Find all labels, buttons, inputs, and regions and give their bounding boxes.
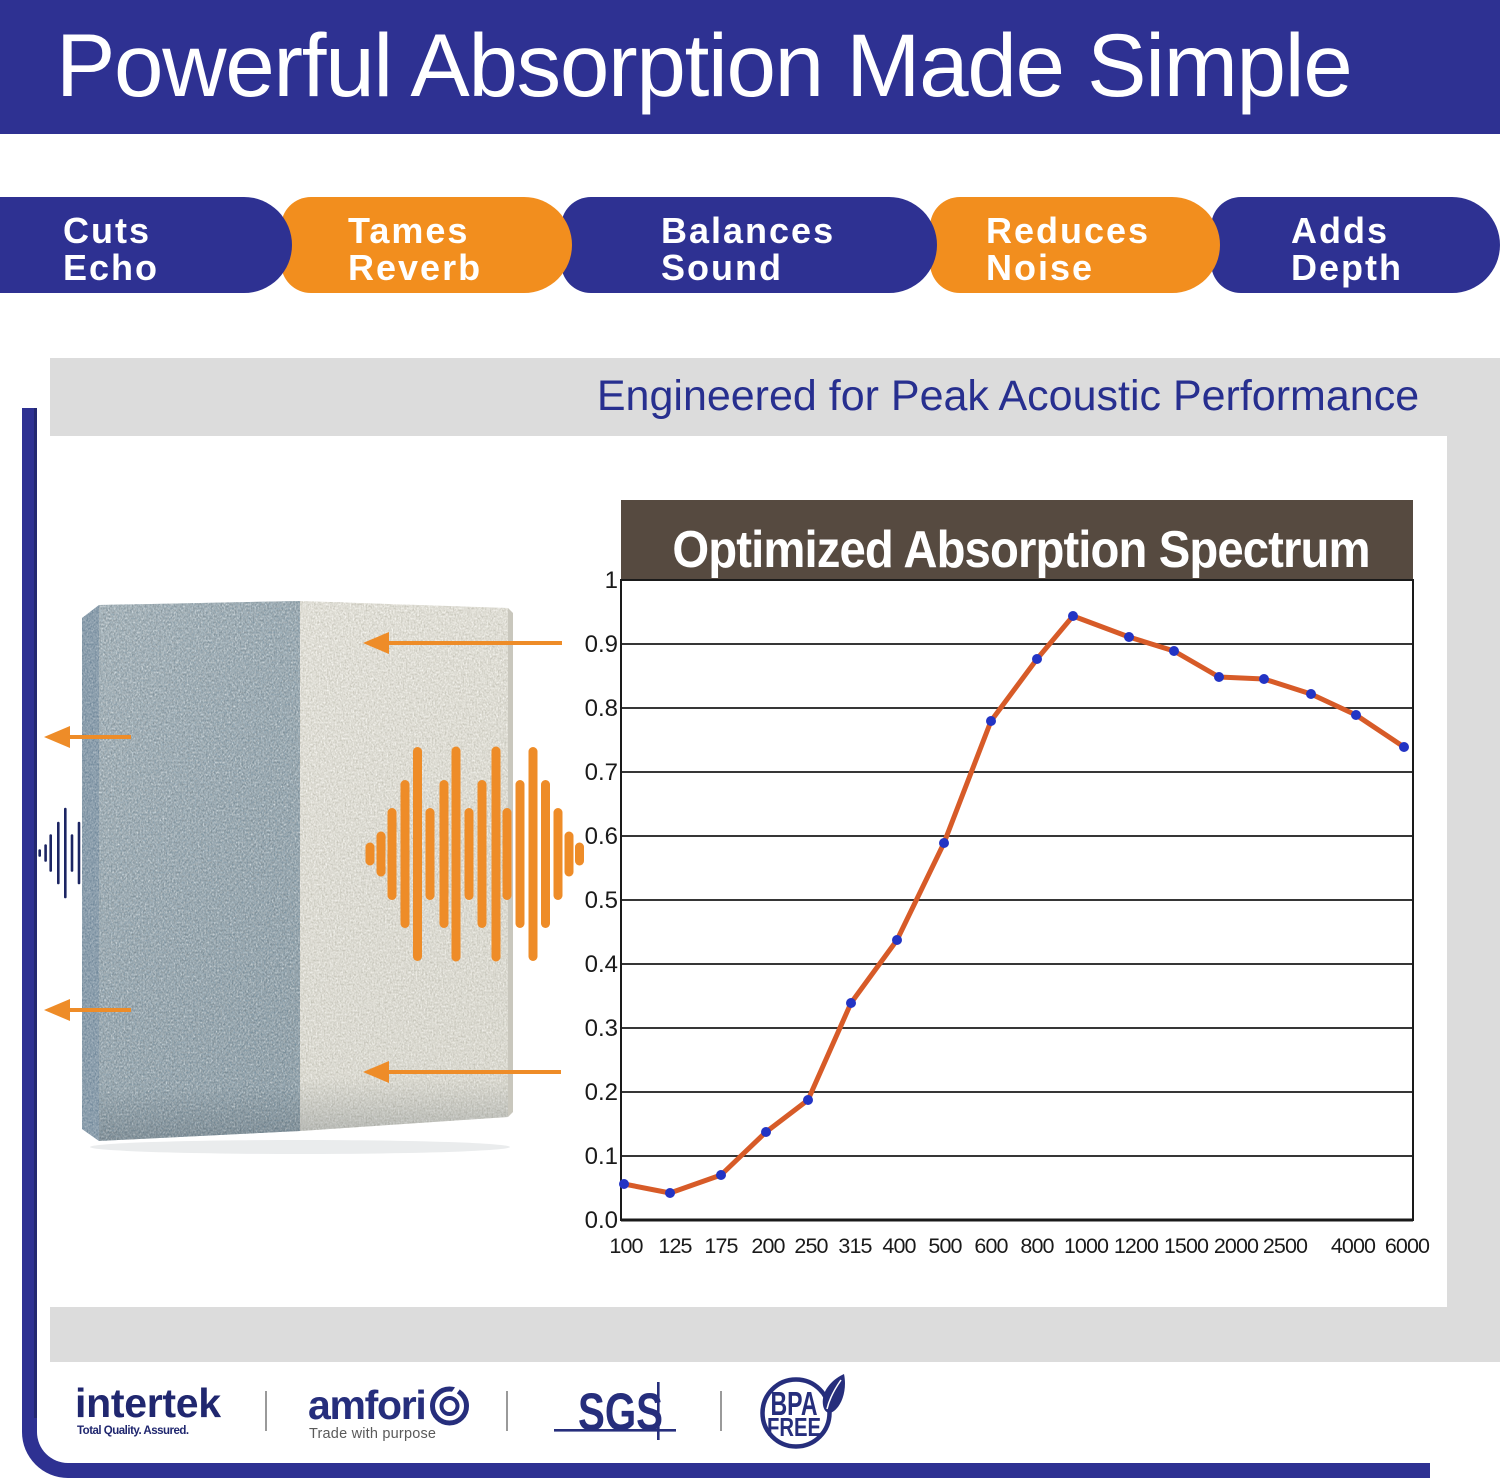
svg-text:Optimized Absorption Spectrum: Optimized Absorption Spectrum: [672, 520, 1369, 579]
svg-text:100: 100: [609, 1234, 643, 1258]
svg-text:Trade with purpose: Trade with purpose: [309, 1426, 436, 1442]
svg-text:0.6: 0.6: [585, 823, 618, 850]
svg-text:Total Quality. Assured.: Total Quality. Assured.: [77, 1425, 189, 1437]
svg-text:0.7: 0.7: [585, 759, 618, 786]
svg-text:amfori: amfori: [308, 1382, 426, 1428]
svg-text:125: 125: [658, 1234, 692, 1258]
svg-text:0.5: 0.5: [585, 887, 618, 914]
svg-text:2000: 2000: [1214, 1234, 1259, 1258]
svg-text:500: 500: [928, 1234, 962, 1258]
svg-text:175: 175: [704, 1234, 738, 1258]
svg-text:0.4: 0.4: [585, 951, 618, 978]
svg-text:0.9: 0.9: [585, 631, 618, 658]
svg-text:0.1: 0.1: [585, 1143, 618, 1170]
svg-text:FREE: FREE: [767, 1413, 821, 1442]
svg-text:315: 315: [838, 1234, 872, 1258]
svg-text:250: 250: [794, 1234, 828, 1258]
svg-text:1: 1: [605, 567, 618, 594]
svg-text:2500: 2500: [1263, 1234, 1308, 1258]
svg-text:600: 600: [974, 1234, 1008, 1258]
svg-text:0.3: 0.3: [585, 1015, 618, 1042]
svg-text:0.0: 0.0: [585, 1207, 618, 1234]
svg-text:1500: 1500: [1164, 1234, 1209, 1258]
svg-text:4000: 4000: [1331, 1234, 1376, 1258]
svg-text:SGS: SGS: [578, 1382, 663, 1442]
svg-text:400: 400: [882, 1234, 916, 1258]
svg-text:1200: 1200: [1114, 1234, 1159, 1258]
svg-text:0.8: 0.8: [585, 695, 618, 722]
svg-text:BPA: BPA: [770, 1386, 817, 1423]
svg-text:800: 800: [1020, 1234, 1054, 1258]
svg-text:intertek: intertek: [75, 1380, 221, 1426]
svg-text:6000: 6000: [1385, 1234, 1430, 1258]
svg-text:1000: 1000: [1064, 1234, 1109, 1258]
svg-text:200: 200: [751, 1234, 785, 1258]
svg-text:0.2: 0.2: [585, 1079, 618, 1106]
